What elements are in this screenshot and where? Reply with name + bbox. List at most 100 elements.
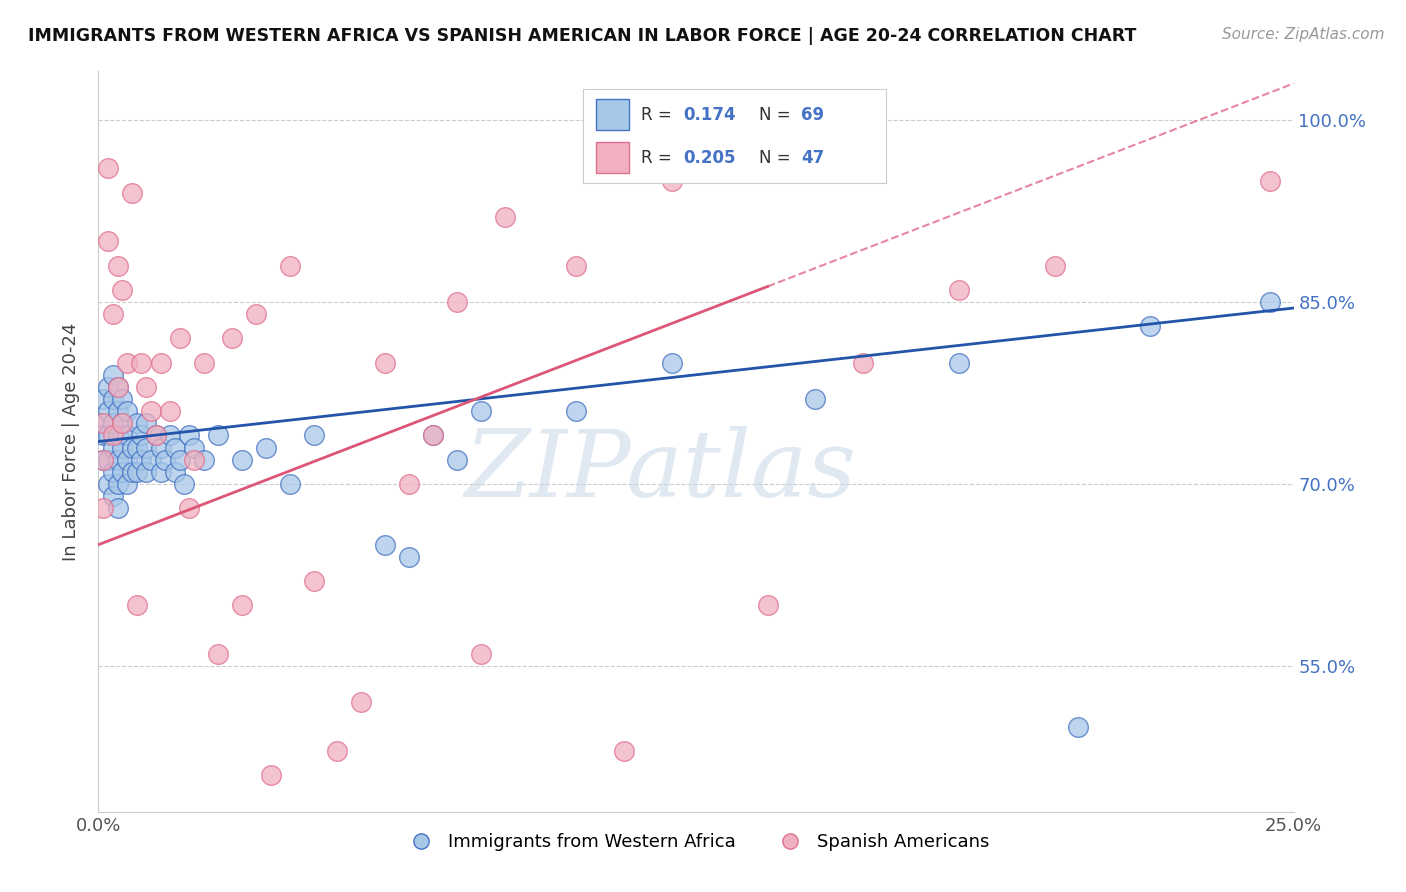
Bar [596,98,628,130]
Point [221,331,243,345]
Point [101,428,124,442]
Point [1067,720,1090,734]
Point [135,465,157,479]
Point [107,259,129,273]
Point [183,441,205,455]
Point [179,428,201,442]
Point [115,477,138,491]
Point [131,452,153,467]
Point [350,696,373,710]
Point [446,295,468,310]
Point [422,428,444,442]
Text: 47: 47 [801,149,824,167]
Point [852,356,875,370]
Point [91,428,114,442]
Point [207,647,229,661]
Point [135,441,157,455]
Point [107,501,129,516]
Text: ZIPatlas: ZIPatlas [464,426,856,516]
Point [149,356,172,370]
Point [326,744,349,758]
Point [135,417,157,431]
Text: 0.174: 0.174 [683,106,735,124]
Point [173,477,195,491]
Text: R =: R = [641,149,676,167]
Point [97,234,120,248]
Point [125,417,148,431]
Point [422,428,444,442]
Text: N =: N = [759,106,796,124]
Point [91,417,114,431]
Point [91,452,114,467]
Point [245,307,267,321]
Point [115,452,138,467]
Point [159,404,181,418]
Point [948,356,970,370]
Text: R =: R = [641,106,676,124]
Point [159,428,181,442]
Point [145,428,167,442]
Point [101,489,124,503]
Point [613,744,636,758]
Point [107,380,129,394]
Point [804,392,827,406]
Point [121,465,143,479]
Point [107,452,129,467]
Point [145,428,167,442]
Point [398,477,420,491]
Point [111,417,134,431]
Point [661,173,683,187]
Bar [596,142,628,173]
Point [125,599,148,613]
Point [135,380,157,394]
Point [101,465,124,479]
Point [131,428,153,442]
Point [115,404,138,418]
Point [259,768,281,782]
Point [231,452,253,467]
Point [97,380,120,394]
Point [1139,319,1161,334]
Point [91,392,114,406]
Point [131,356,153,370]
Point [661,356,683,370]
Point [231,599,253,613]
Text: IMMIGRANTS FROM WESTERN AFRICA VS SPANISH AMERICAN IN LABOR FORCE | AGE 20-24 CO: IMMIGRANTS FROM WESTERN AFRICA VS SPANIS… [28,27,1136,45]
Point [179,501,201,516]
Point [97,161,120,176]
Point [494,210,516,224]
Point [101,417,124,431]
Point [169,331,191,345]
Point [278,477,301,491]
Point [139,452,162,467]
Point [101,441,124,455]
Point [155,452,177,467]
Point [254,441,277,455]
Point [97,452,120,467]
Point [107,380,129,394]
Y-axis label: In Labor Force | Age 20-24: In Labor Force | Age 20-24 [62,322,80,561]
Point [278,259,301,273]
Text: N =: N = [759,149,796,167]
Point [121,441,143,455]
Text: 69: 69 [801,106,824,124]
Point [91,452,114,467]
Point [948,283,970,297]
Point [169,452,191,467]
Text: Source: ZipAtlas.com: Source: ZipAtlas.com [1222,27,1385,42]
Point [149,465,172,479]
Point [183,452,205,467]
Point [193,452,215,467]
Legend: Immigrants from Western Africa, Spanish Americans: Immigrants from Western Africa, Spanish … [395,826,997,858]
Point [107,477,129,491]
Point [207,428,229,442]
Point [302,574,325,588]
Point [107,428,129,442]
Point [756,599,779,613]
Point [1043,259,1066,273]
Point [111,441,134,455]
Point [565,404,588,418]
Point [446,452,468,467]
Point [302,428,325,442]
Point [139,404,162,418]
